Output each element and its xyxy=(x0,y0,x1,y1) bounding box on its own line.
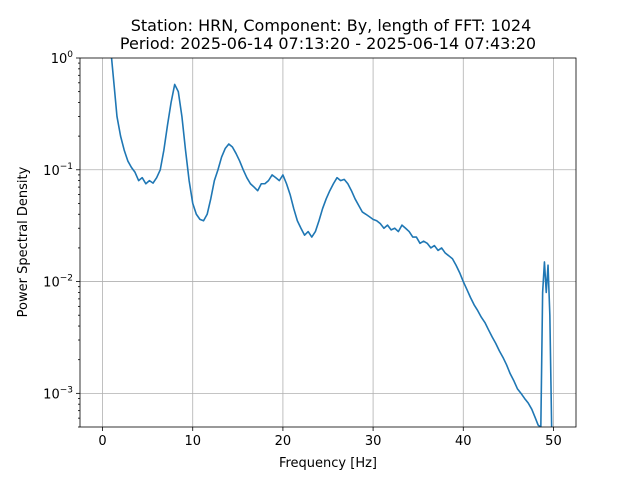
plot-area xyxy=(80,58,576,427)
x-tick-label: 10 xyxy=(184,434,201,449)
x-tick-label: 30 xyxy=(365,434,382,449)
x-tick-label: 0 xyxy=(98,434,106,449)
chart-title-line2: Period: 2025-06-14 07:13:20 - 2025-06-14… xyxy=(120,34,536,53)
x-tick-label: 40 xyxy=(455,434,472,449)
x-tick-label: 50 xyxy=(545,434,562,449)
y-tick-label: 10−3 xyxy=(43,385,73,402)
y-tick-label: 10−1 xyxy=(43,162,73,179)
grid xyxy=(80,58,576,427)
x-axis-label: Frequency [Hz] xyxy=(279,456,377,471)
y-tick-label: 100 xyxy=(51,50,74,67)
chart-title-line1: Station: HRN, Component: By, length of F… xyxy=(131,16,532,35)
y-axis-label: Power Spectral Density xyxy=(16,166,31,317)
x-tick-label: 20 xyxy=(275,434,292,449)
axes-frame xyxy=(79,57,577,428)
y-tick-label: 10−2 xyxy=(43,274,73,291)
psd-series-line xyxy=(110,58,553,427)
